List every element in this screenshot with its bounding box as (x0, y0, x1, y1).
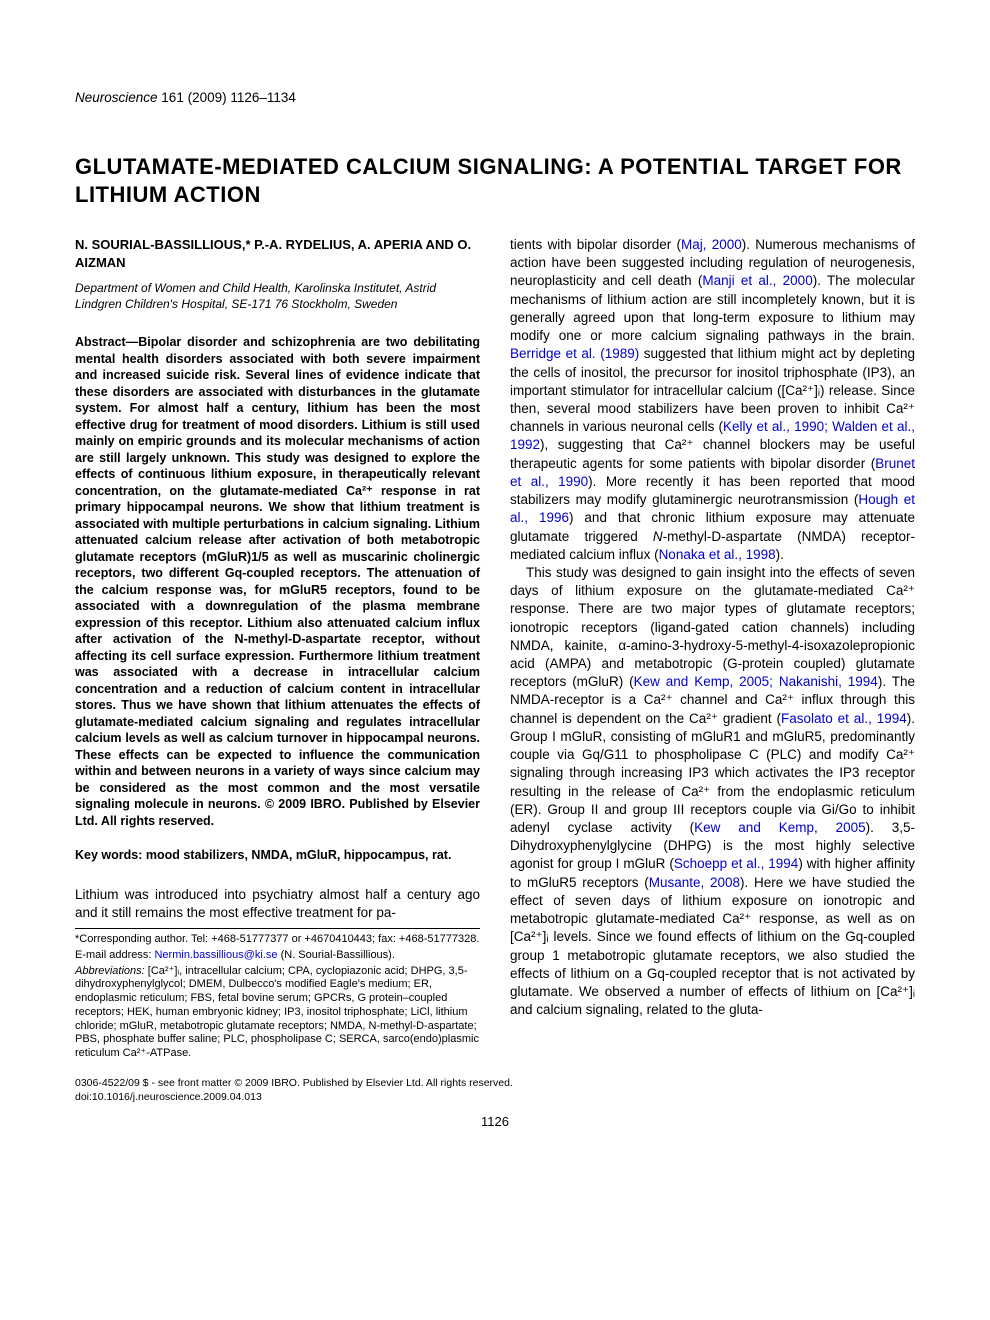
cite-fasolato-1994[interactable]: Fasolato et al., 1994 (781, 711, 907, 726)
abstract: Abstract—Bipolar disorder and schizophre… (75, 334, 480, 829)
left-column: N. SOURIAL-BASSILLIOUS,* P.-A. RYDELIUS,… (75, 236, 480, 1063)
cite-kew-2005[interactable]: Kew and Kemp, 2005 (694, 820, 865, 835)
corresponding-author: *Corresponding author. Tel: +468-5177737… (75, 933, 480, 947)
cite-maj-2000[interactable]: Maj, 2000 (681, 237, 742, 252)
abbreviations: Abbreviations: [Ca²⁺]ᵢ, intracellular ca… (75, 965, 480, 1061)
paragraph-1: tients with bipolar disorder (Maj, 2000)… (510, 236, 915, 564)
affiliation: Department of Women and Child Health, Ka… (75, 281, 480, 312)
email-line: E-mail address: Nermin.bassillious@ki.se… (75, 949, 480, 963)
cite-manji-2000[interactable]: Manji et al., 2000 (702, 273, 812, 288)
copyright-line-1: 0306-4522/09 $ - see front matter © 2009… (75, 1077, 915, 1091)
email-link[interactable]: Nermin.bassillious@ki.se (154, 949, 277, 961)
cite-musante-2008[interactable]: Musante, 2008 (649, 875, 740, 890)
keywords: Key words: mood stabilizers, NMDA, mGluR… (75, 847, 480, 864)
journal-reference: Neuroscience 161 (2009) 1126–1134 (75, 90, 915, 105)
cite-nonaka-1998[interactable]: Nonaka et al., 1998 (659, 547, 776, 562)
abbrev-text: [Ca²⁺]ᵢ, intracellular calcium; CPA, cyc… (75, 965, 479, 1060)
doi-line: doi:10.1016/j.neuroscience.2009.04.013 (75, 1091, 915, 1105)
intro-paragraph: Lithium was introduced into psychiatry a… (75, 886, 480, 922)
journal-citation: 161 (2009) 1126–1134 (158, 90, 296, 105)
authors: N. SOURIAL-BASSILLIOUS,* P.-A. RYDELIUS,… (75, 236, 480, 271)
two-column-layout: N. SOURIAL-BASSILLIOUS,* P.-A. RYDELIUS,… (75, 236, 915, 1063)
page-number: 1126 (75, 1114, 915, 1129)
right-column: tients with bipolar disorder (Maj, 2000)… (510, 236, 915, 1063)
journal-name: Neuroscience (75, 90, 158, 105)
paragraph-2: This study was designed to gain insight … (510, 564, 915, 1019)
footnote-rule (75, 928, 480, 929)
copyright-block: 0306-4522/09 $ - see front matter © 2009… (75, 1077, 915, 1104)
footnote-block: *Corresponding author. Tel: +468-5177737… (75, 933, 480, 1061)
cite-schoepp-1994[interactable]: Schoepp et al., 1994 (674, 856, 798, 871)
email-label: E-mail address: (75, 949, 154, 961)
article-title: GLUTAMATE-MEDIATED CALCIUM SIGNALING: A … (75, 153, 915, 208)
body-text: tients with bipolar disorder (Maj, 2000)… (510, 236, 915, 1019)
email-tail: (N. Sourial-Bassillious). (278, 949, 395, 961)
cite-berridge-1989[interactable]: Berridge et al. (1989) (510, 346, 639, 361)
cite-kew-nakanishi[interactable]: Kew and Kemp, 2005; Nakanishi, 1994 (634, 674, 878, 689)
